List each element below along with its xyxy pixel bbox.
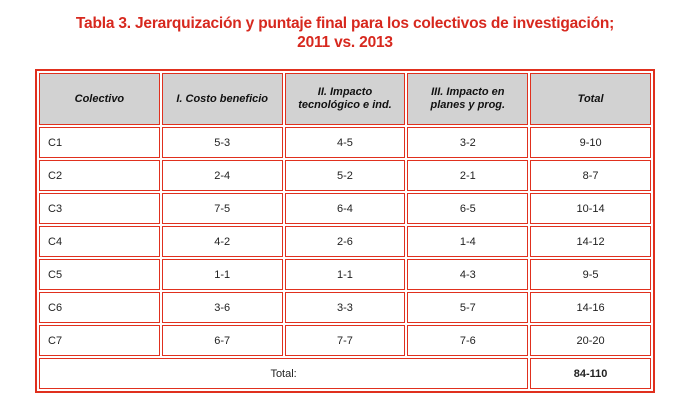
table-title-line1: Tabla 3. Jerarquización y puntaje final …	[75, 15, 615, 32]
cell-costo-beneficio: 2-4	[161, 160, 283, 191]
row-label: C1	[39, 127, 160, 158]
cell-costo-beneficio: 6-7	[161, 325, 283, 356]
cell-costo-beneficio: 4-2	[161, 226, 283, 257]
footer-row: Total: 84-110	[39, 358, 651, 389]
results-table: Colectivo I. Costo beneficio II. Impacto…	[35, 69, 655, 393]
cell-costo-beneficio: 3-6	[161, 292, 283, 323]
column-header-impacto-planes: III. Impacto en planes y prog.	[407, 73, 529, 125]
table-row: C4 4-2 2-6 1-4 14-12	[39, 226, 651, 257]
row-label: C6	[39, 292, 160, 323]
cell-costo-beneficio: 1-1	[161, 259, 283, 290]
table-row: C2 2-4 5-2 2-1 8-7	[39, 160, 651, 191]
cell-impacto-tecnologico: 4-5	[284, 127, 406, 158]
cell-total: 8-7	[530, 160, 651, 191]
table-row: C6 3-6 3-3 5-7 14-16	[39, 292, 651, 323]
table-title-line2: 2011 vs. 2013	[297, 34, 393, 51]
table-row: C3 7-5 6-4 6-5 10-14	[39, 193, 651, 224]
column-header-costo-beneficio: I. Costo beneficio	[161, 73, 283, 125]
footer-total-label: Total:	[39, 358, 529, 389]
column-header-total: Total	[530, 73, 651, 125]
table-body: C1 5-3 4-5 3-2 9-10 C2 2-4 5-2 2-1 8-7 C…	[39, 127, 651, 389]
cell-total: 10-14	[530, 193, 651, 224]
cell-total: 9-5	[530, 259, 651, 290]
cell-total: 14-16	[530, 292, 651, 323]
cell-impacto-planes: 7-6	[407, 325, 529, 356]
row-label: C7	[39, 325, 160, 356]
row-label: C4	[39, 226, 160, 257]
cell-impacto-planes: 5-7	[407, 292, 529, 323]
cell-impacto-planes: 6-5	[407, 193, 529, 224]
cell-total: 14-12	[530, 226, 651, 257]
cell-impacto-tecnologico: 2-6	[284, 226, 406, 257]
cell-costo-beneficio: 7-5	[161, 193, 283, 224]
cell-impacto-tecnologico: 6-4	[284, 193, 406, 224]
footer-total-value: 84-110	[530, 358, 651, 389]
cell-impacto-planes: 1-4	[407, 226, 529, 257]
cell-total: 9-10	[530, 127, 651, 158]
table-row: C5 1-1 1-1 4-3 9-5	[39, 259, 651, 290]
table-row: C1 5-3 4-5 3-2 9-10	[39, 127, 651, 158]
table-header: Colectivo I. Costo beneficio II. Impacto…	[39, 73, 651, 125]
row-label: C2	[39, 160, 160, 191]
cell-impacto-tecnologico: 1-1	[284, 259, 406, 290]
cell-impacto-tecnologico: 5-2	[284, 160, 406, 191]
table-title: Tabla 3. Jerarquización y puntaje final …	[20, 14, 670, 52]
column-header-impacto-tecnologico: II. Impacto tecnológico e ind.	[284, 73, 406, 125]
table-row: C7 6-7 7-7 7-6 20-20	[39, 325, 651, 356]
header-row: Colectivo I. Costo beneficio II. Impacto…	[39, 73, 651, 125]
cell-impacto-planes: 4-3	[407, 259, 529, 290]
cell-impacto-planes: 2-1	[407, 160, 529, 191]
column-header-colectivo: Colectivo	[39, 73, 160, 125]
row-label: C3	[39, 193, 160, 224]
cell-impacto-planes: 3-2	[407, 127, 529, 158]
row-label: C5	[39, 259, 160, 290]
cell-impacto-tecnologico: 7-7	[284, 325, 406, 356]
cell-costo-beneficio: 5-3	[161, 127, 283, 158]
cell-impacto-tecnologico: 3-3	[284, 292, 406, 323]
cell-total: 20-20	[530, 325, 651, 356]
